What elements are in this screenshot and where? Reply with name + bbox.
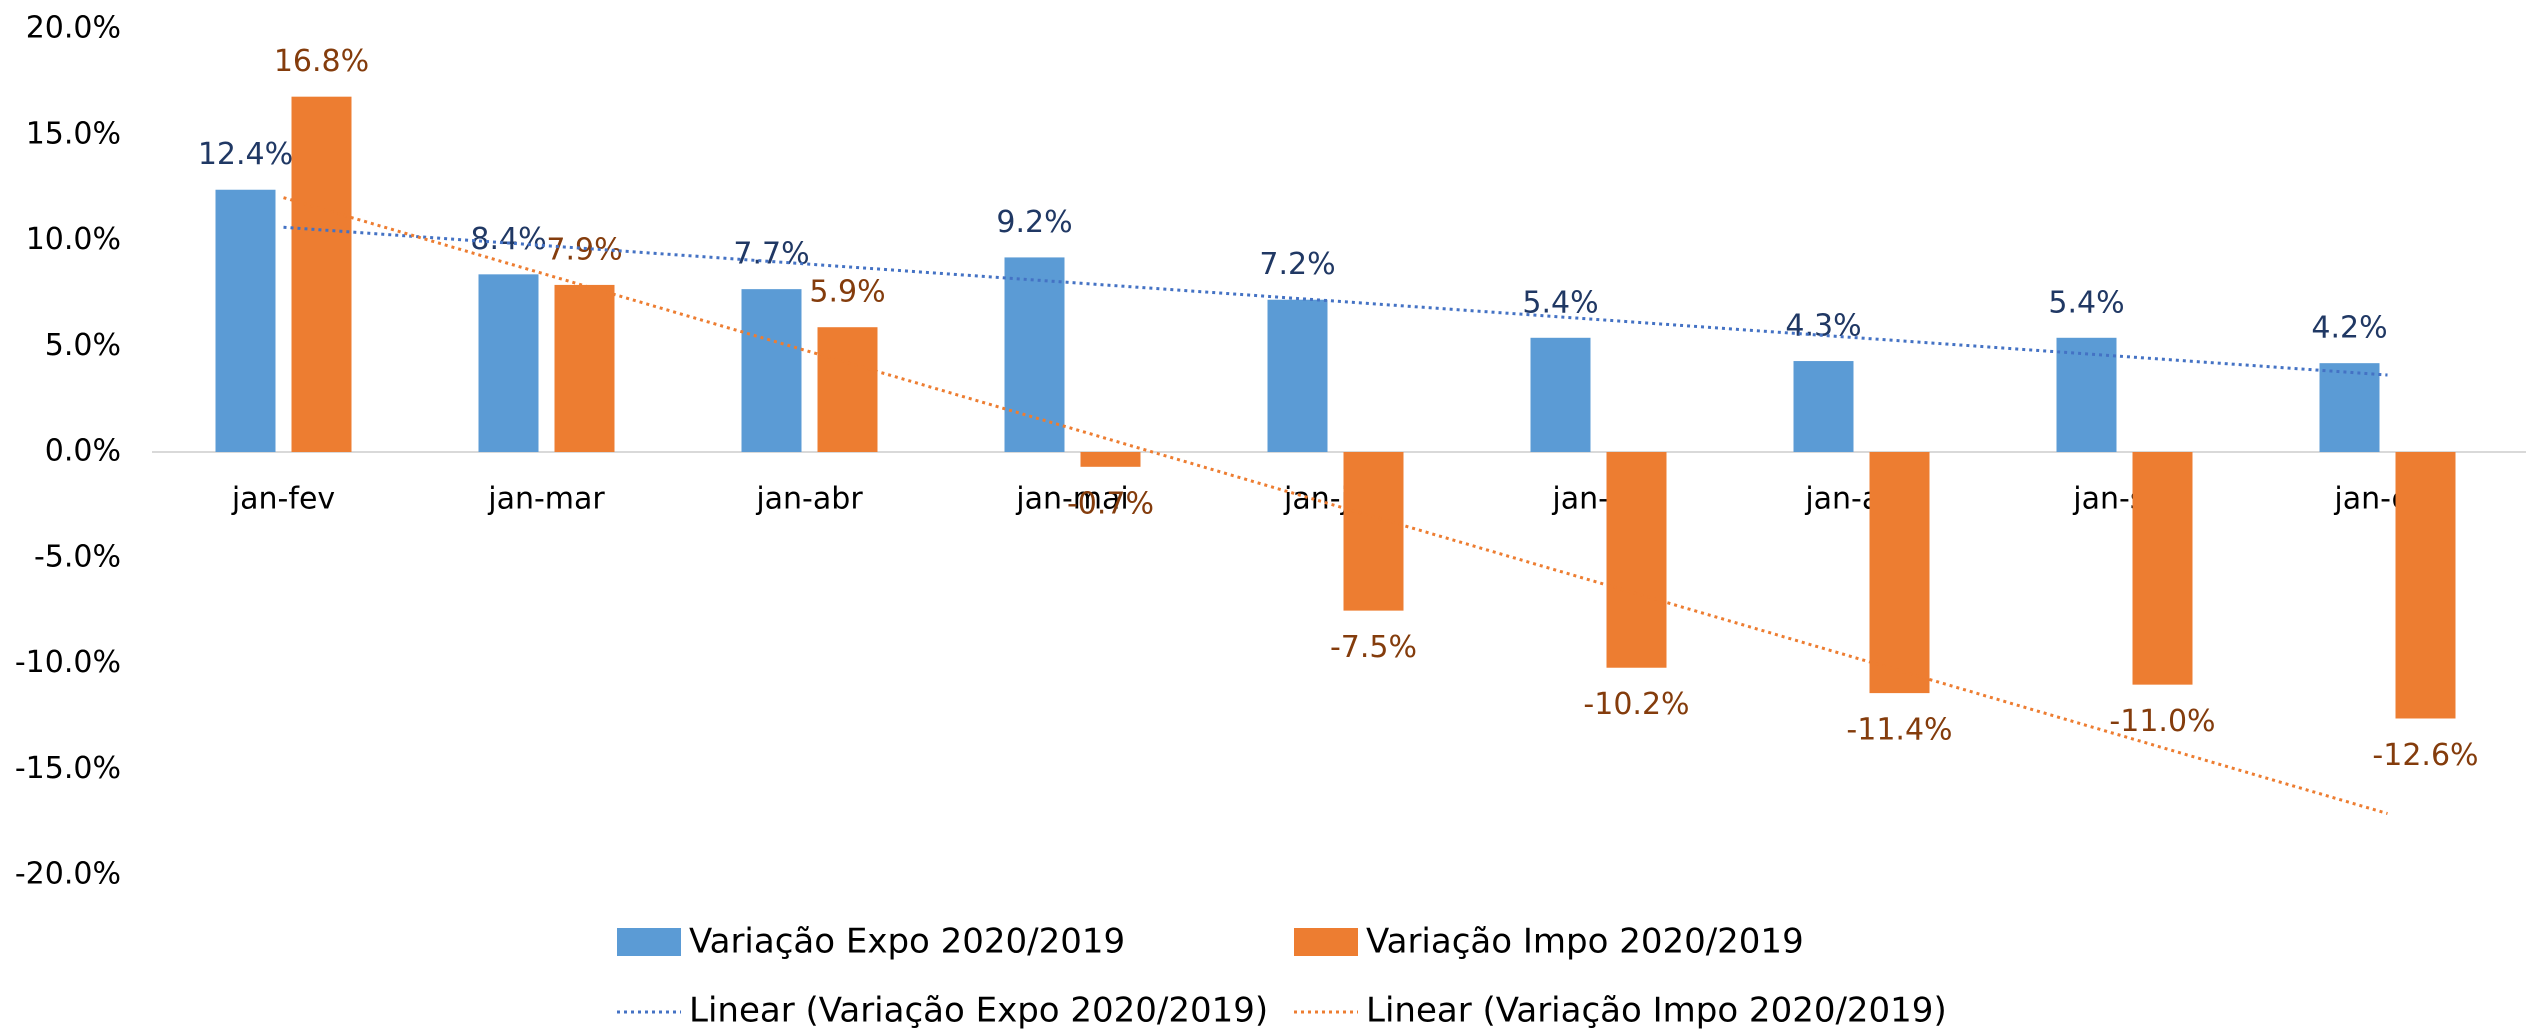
y-tick-label: 20.0% (26, 11, 121, 46)
y-tick-label: -20.0% (15, 857, 121, 892)
bar (478, 274, 539, 452)
data-label: 7.9% (546, 232, 622, 267)
x-tick-label: jan-fev (231, 482, 335, 517)
legend-label: Linear (Variação Expo 2020/2019) (689, 991, 1268, 1031)
bar (1267, 299, 1328, 452)
data-label: -11.4% (1846, 713, 1952, 748)
bar (1869, 452, 1930, 694)
data-label: -10.2% (1583, 687, 1689, 722)
bar (554, 284, 615, 452)
data-label: 16.8% (274, 44, 369, 79)
y-tick-label: 10.0% (26, 222, 121, 257)
bar (215, 189, 276, 453)
legend-label: Variação Expo 2020/2019 (689, 922, 1125, 962)
data-label: 9.2% (996, 205, 1072, 240)
bar (2319, 363, 2380, 452)
bar (1343, 452, 1404, 611)
trendline (283, 225, 2388, 377)
y-tick-label: -10.0% (15, 645, 121, 680)
x-tick-label: jan-mai (1015, 482, 1129, 517)
x-tick-label: jan-mar (487, 482, 605, 517)
y-tick-label: 0.0% (45, 434, 121, 469)
bar (1004, 257, 1065, 452)
y-tick-label: 15.0% (26, 116, 121, 151)
data-label: -0.7% (1067, 486, 1154, 521)
bar (1080, 452, 1141, 467)
data-label: 5.9% (809, 275, 885, 310)
bar (2056, 337, 2117, 452)
x-tick-label: jan-abr (755, 482, 863, 517)
data-label: 12.4% (198, 137, 293, 172)
data-label: 7.2% (1259, 247, 1335, 282)
data-label: -12.6% (2372, 738, 2478, 773)
y-tick-label: -15.0% (15, 751, 121, 786)
data-label: 8.4% (470, 222, 546, 257)
data-label: 4.2% (2311, 311, 2387, 346)
bar (741, 289, 802, 452)
bar (817, 327, 878, 452)
bar (291, 96, 352, 453)
data-label: 5.4% (2048, 285, 2124, 320)
data-label: 7.7% (733, 237, 809, 272)
bar (2395, 452, 2456, 719)
trendline (283, 196, 2388, 815)
bar (1793, 361, 1854, 452)
legend-swatch (617, 928, 681, 956)
legend-label: Linear (Variação Impo 2020/2019) (1366, 991, 1947, 1031)
legend-label: Variação Impo 2020/2019 (1366, 922, 1804, 962)
y-tick-label: 5.0% (45, 328, 121, 363)
bar (2132, 452, 2193, 685)
bar (1606, 452, 1667, 668)
y-tick-label: -5.0% (34, 539, 121, 574)
data-label: -11.0% (2109, 704, 2215, 739)
data-label: -7.5% (1330, 630, 1417, 665)
legend-swatch (1294, 928, 1358, 956)
bar (1530, 337, 1591, 452)
